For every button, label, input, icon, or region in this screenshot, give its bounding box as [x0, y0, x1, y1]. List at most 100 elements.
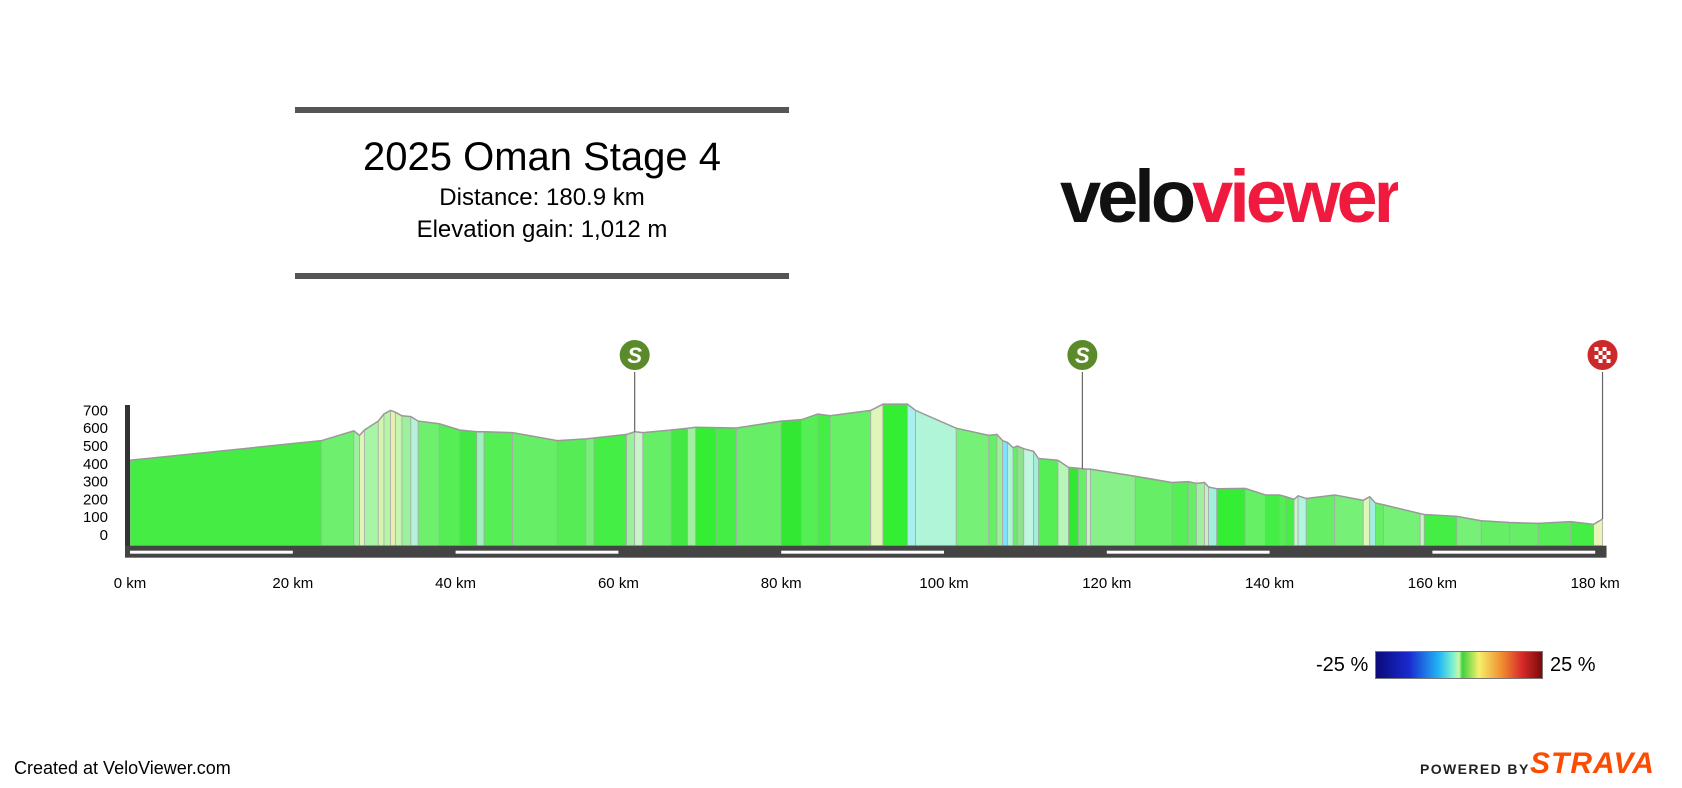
- distance-label: Distance: 180.9 km: [439, 184, 645, 211]
- profile-segment: [634, 431, 644, 547]
- svg-text:veloviewer: veloviewer: [1060, 155, 1398, 230]
- profile-segment: [377, 412, 385, 547]
- profile-segment: [626, 431, 636, 547]
- profile-segment: [1077, 467, 1087, 547]
- profile-segment: [870, 403, 884, 547]
- profile-segment: [353, 430, 360, 547]
- distance-scale-segment: [130, 550, 293, 554]
- profile-segment: [459, 429, 478, 547]
- profile-segment: [1038, 458, 1059, 547]
- profile-segment: [476, 431, 485, 547]
- distance-scale-segment: [1106, 550, 1270, 554]
- page-title: 2025 Oman Stage 4: [362, 135, 722, 179]
- profile-segment: [1216, 487, 1246, 547]
- profile-segment: [988, 433, 998, 547]
- y-tick-label: 200: [83, 491, 108, 508]
- profile-segment: [129, 440, 322, 547]
- x-tick-label: 120 km: [1082, 575, 1131, 592]
- profile-segment: [1537, 521, 1572, 547]
- title-bottom-rule: [295, 273, 789, 279]
- profile-segment: [1171, 481, 1189, 547]
- profile-segment: [1480, 520, 1511, 547]
- profile-segment: [1033, 450, 1039, 547]
- sprint-point-icon: [617, 338, 652, 372]
- profile-segment: [364, 420, 379, 547]
- y-tick-label: 0: [100, 527, 108, 544]
- profile-segment: [1016, 445, 1025, 547]
- profile-segment: [1297, 495, 1307, 547]
- profile-segment: [915, 409, 957, 547]
- profile-segment: [417, 420, 440, 547]
- profile-segment: [1293, 494, 1299, 547]
- x-tick-label: 20 km: [272, 575, 313, 592]
- profile-segment: [996, 433, 1004, 547]
- profile-segment: [1195, 482, 1205, 547]
- profile-segment: [1007, 441, 1014, 547]
- y-tick-label: 400: [83, 456, 108, 473]
- title-top-rule: [295, 107, 789, 113]
- checker-square: [1594, 355, 1599, 359]
- x-tick-label: 100 km: [919, 575, 968, 592]
- profile-segment: [438, 423, 461, 547]
- sprint-point-icon: [1065, 338, 1100, 372]
- elevation-gain-label: Elevation gain: 1,012 m: [416, 216, 668, 243]
- profile-segment: [1057, 459, 1069, 547]
- checker-square: [1594, 347, 1599, 351]
- profile-segment: [1375, 502, 1384, 547]
- profile-segment: [1090, 468, 1136, 547]
- y-tick-label: 300: [83, 474, 108, 491]
- created-at-label: Created at VeloViewer.com: [14, 758, 231, 778]
- sprint-label: S: [627, 343, 642, 368]
- profile-segment: [320, 430, 355, 547]
- x-tick-label: 140 km: [1245, 575, 1294, 592]
- profile-segment: [1419, 513, 1425, 547]
- title-box: 2025 Oman Stage 4 Distance: 180.9 km Ele…: [295, 107, 789, 279]
- profile-segment: [512, 432, 558, 547]
- sprint-label: S: [1075, 343, 1090, 368]
- distance-scale-segment: [781, 550, 944, 554]
- profile-segment: [715, 427, 737, 547]
- profile-outline: [129, 403, 1603, 526]
- x-tick-label: 80 km: [761, 575, 802, 592]
- profile-segment: [1334, 494, 1364, 547]
- powered-by-strava: POWERED BY STRAVA: [1420, 748, 1670, 780]
- profile-segment: [906, 403, 916, 547]
- checker-square: [1602, 355, 1607, 359]
- profile-segment: [780, 419, 802, 547]
- y-tick-label: 700: [83, 402, 108, 419]
- checker-square: [1598, 351, 1603, 355]
- profile-segment: [1002, 440, 1008, 547]
- profile-segment: [817, 413, 831, 547]
- profile-segment: [1285, 496, 1295, 547]
- profile-segment: [1362, 496, 1371, 547]
- powered-by-label: POWERED BY: [1420, 761, 1530, 777]
- profile-segment: [1383, 504, 1421, 547]
- profile-segment: [736, 420, 782, 547]
- profile-segment: [1068, 466, 1079, 547]
- logo-part-viewer: viewer: [1192, 155, 1398, 230]
- checker-square: [1602, 347, 1607, 351]
- y-tick-label: 500: [83, 438, 108, 455]
- gradient-color-scale: [1375, 651, 1543, 679]
- profile-segment: [483, 431, 513, 547]
- profile-segment: [410, 415, 419, 547]
- checker-square: [1606, 359, 1611, 363]
- profile-segment: [801, 413, 819, 547]
- profile-segment: [829, 409, 872, 547]
- gradient-legend: -25 % 25 %: [1310, 650, 1610, 680]
- x-tick-label: 180 km: [1571, 575, 1620, 592]
- x-tick-label: 0 km: [114, 575, 147, 592]
- profile-segment: [1278, 494, 1287, 547]
- profile-segment: [401, 415, 412, 547]
- profile-segment: [1134, 475, 1173, 547]
- x-tick-label: 160 km: [1408, 575, 1457, 592]
- profile-segment: [1570, 521, 1594, 547]
- profile-segment: [1423, 514, 1458, 547]
- checker-square: [1598, 359, 1603, 363]
- legend-max-label: 25 %: [1550, 654, 1596, 676]
- profile-segment: [882, 403, 908, 547]
- y-tick-label: 100: [83, 509, 108, 526]
- profile-segment: [1187, 481, 1197, 547]
- profile-segment: [1208, 486, 1218, 547]
- checker-square: [1606, 351, 1611, 355]
